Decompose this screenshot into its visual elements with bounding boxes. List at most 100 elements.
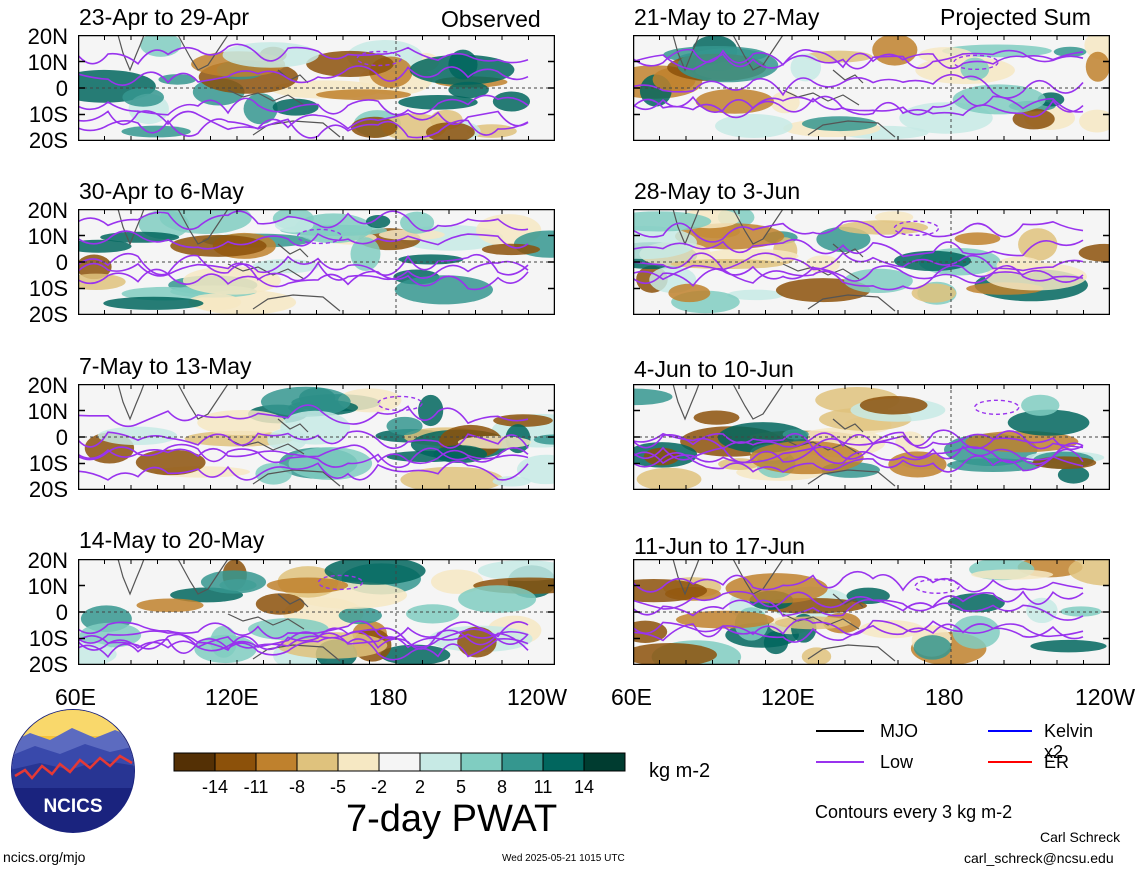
lat-label: 20S [28,302,68,327]
anomaly-shading [197,409,286,436]
coastline [832,593,864,608]
anomaly-shading [448,81,489,99]
lon-label: 60E [55,684,96,710]
low-contour [78,268,529,291]
lat-label: 10N [27,224,68,249]
coastline [672,559,700,596]
panel-title-right-3: 4-Jun to 10-Jun [634,356,794,382]
panel-title-right-4: 11-Jun to 17-Jun [634,533,805,559]
low-contour [78,118,529,139]
anomaly-shading [103,296,204,310]
lon-label: 180 [369,684,408,710]
coastline [672,384,700,421]
anomaly-shading [100,231,180,243]
anomaly-shading [965,430,1079,453]
lat-label: 20N [27,24,68,49]
low-contour [78,43,529,65]
anomaly-shading [676,610,775,629]
low-contour [633,220,1084,243]
anomaly-shading [1007,409,1090,436]
lon-label: 60E [611,684,652,710]
low-contour [633,94,1084,116]
anomaly-shading [252,259,319,274]
map-panel-right-4 [633,559,1110,665]
coastline [117,209,145,246]
anomaly-shading [400,211,435,234]
anomaly-shading [801,116,878,132]
anomaly-shading [633,388,673,406]
anomaly-shading [409,54,515,85]
anomaly-shading [78,273,126,290]
legend: MJO Kelvin x2 Low ER [816,720,1116,780]
anomaly-shading [170,234,267,257]
legend-line-mjo [816,730,864,732]
coastline [807,469,896,487]
author-email[interactable]: carl_schreck@ncsu.edu [964,850,1114,866]
lat-label: 20N [27,373,68,398]
low-contour-negative [377,395,423,412]
legend-line-er [988,761,1032,763]
anomaly-shading [763,631,789,655]
colorbar-tick-label: -8 [289,777,305,797]
lat-label: 20N [27,548,68,573]
anomaly-shading [960,57,990,81]
anomaly-shading [1068,559,1110,586]
anomaly-shading [715,114,793,138]
anomaly-shading [872,35,918,66]
anomaly-shading [668,283,711,303]
coastline [117,35,145,72]
anomaly-shading [378,229,445,241]
low-contour [633,73,1084,99]
colorbar-swatch [296,752,339,772]
anomaly-shading [643,447,680,466]
anomaly-shading [398,94,478,110]
low-contour [633,590,1084,612]
map-panel-left-1 [78,35,555,141]
anomaly-shading [481,243,541,256]
colorbar-tick-label: 5 [456,777,466,797]
anomaly-shading [255,462,292,485]
low-contour-negative [974,399,1020,415]
low-contour-negative [914,578,960,594]
anomaly-shading [952,615,1000,649]
low-contour [78,230,529,250]
low-contour [633,452,1084,473]
low-contour [633,570,1084,593]
low-contour [633,97,1084,119]
legend-label-low: Low [880,752,914,772]
anomaly-shading [1057,466,1090,484]
colorbar-tick-label: -2 [371,777,387,797]
anomaly-shading [135,449,206,476]
coastline [807,120,896,138]
low-contour [78,630,529,652]
lon-label: 120E [205,684,259,710]
colorbar-swatch [419,752,462,772]
low-contour [633,431,1084,451]
anomaly-shading [288,446,373,481]
contour-note: Contours every 3 kg m-2 [815,802,1013,822]
colorbar-swatch [173,752,216,772]
anomaly-shading [859,396,928,415]
source-link[interactable]: ncics.org/mjo [3,849,86,865]
coastline [277,418,309,433]
anomaly-shading [406,604,460,624]
low-contour [78,443,529,469]
anomaly-shading [136,598,204,613]
coastline [672,35,700,72]
anomaly-shading [188,293,242,311]
lat-label: 0 [55,76,68,101]
anomaly-shading [430,569,484,594]
colorbar-tick-label: 8 [497,777,507,797]
anomaly-shading [984,262,1087,291]
low-contour [633,441,1084,465]
coastline [807,294,896,312]
anomaly-shading [674,223,785,250]
lat-label: 0 [55,425,68,450]
anomaly-shading [859,620,924,639]
coastline [277,243,309,258]
projected-sum-label: Projected Sum [940,4,1091,30]
low-contour-negative [296,228,343,245]
colorbar-tick-label: 2 [415,777,425,797]
anomaly-shading [749,441,864,475]
anomaly-shading [888,451,947,478]
